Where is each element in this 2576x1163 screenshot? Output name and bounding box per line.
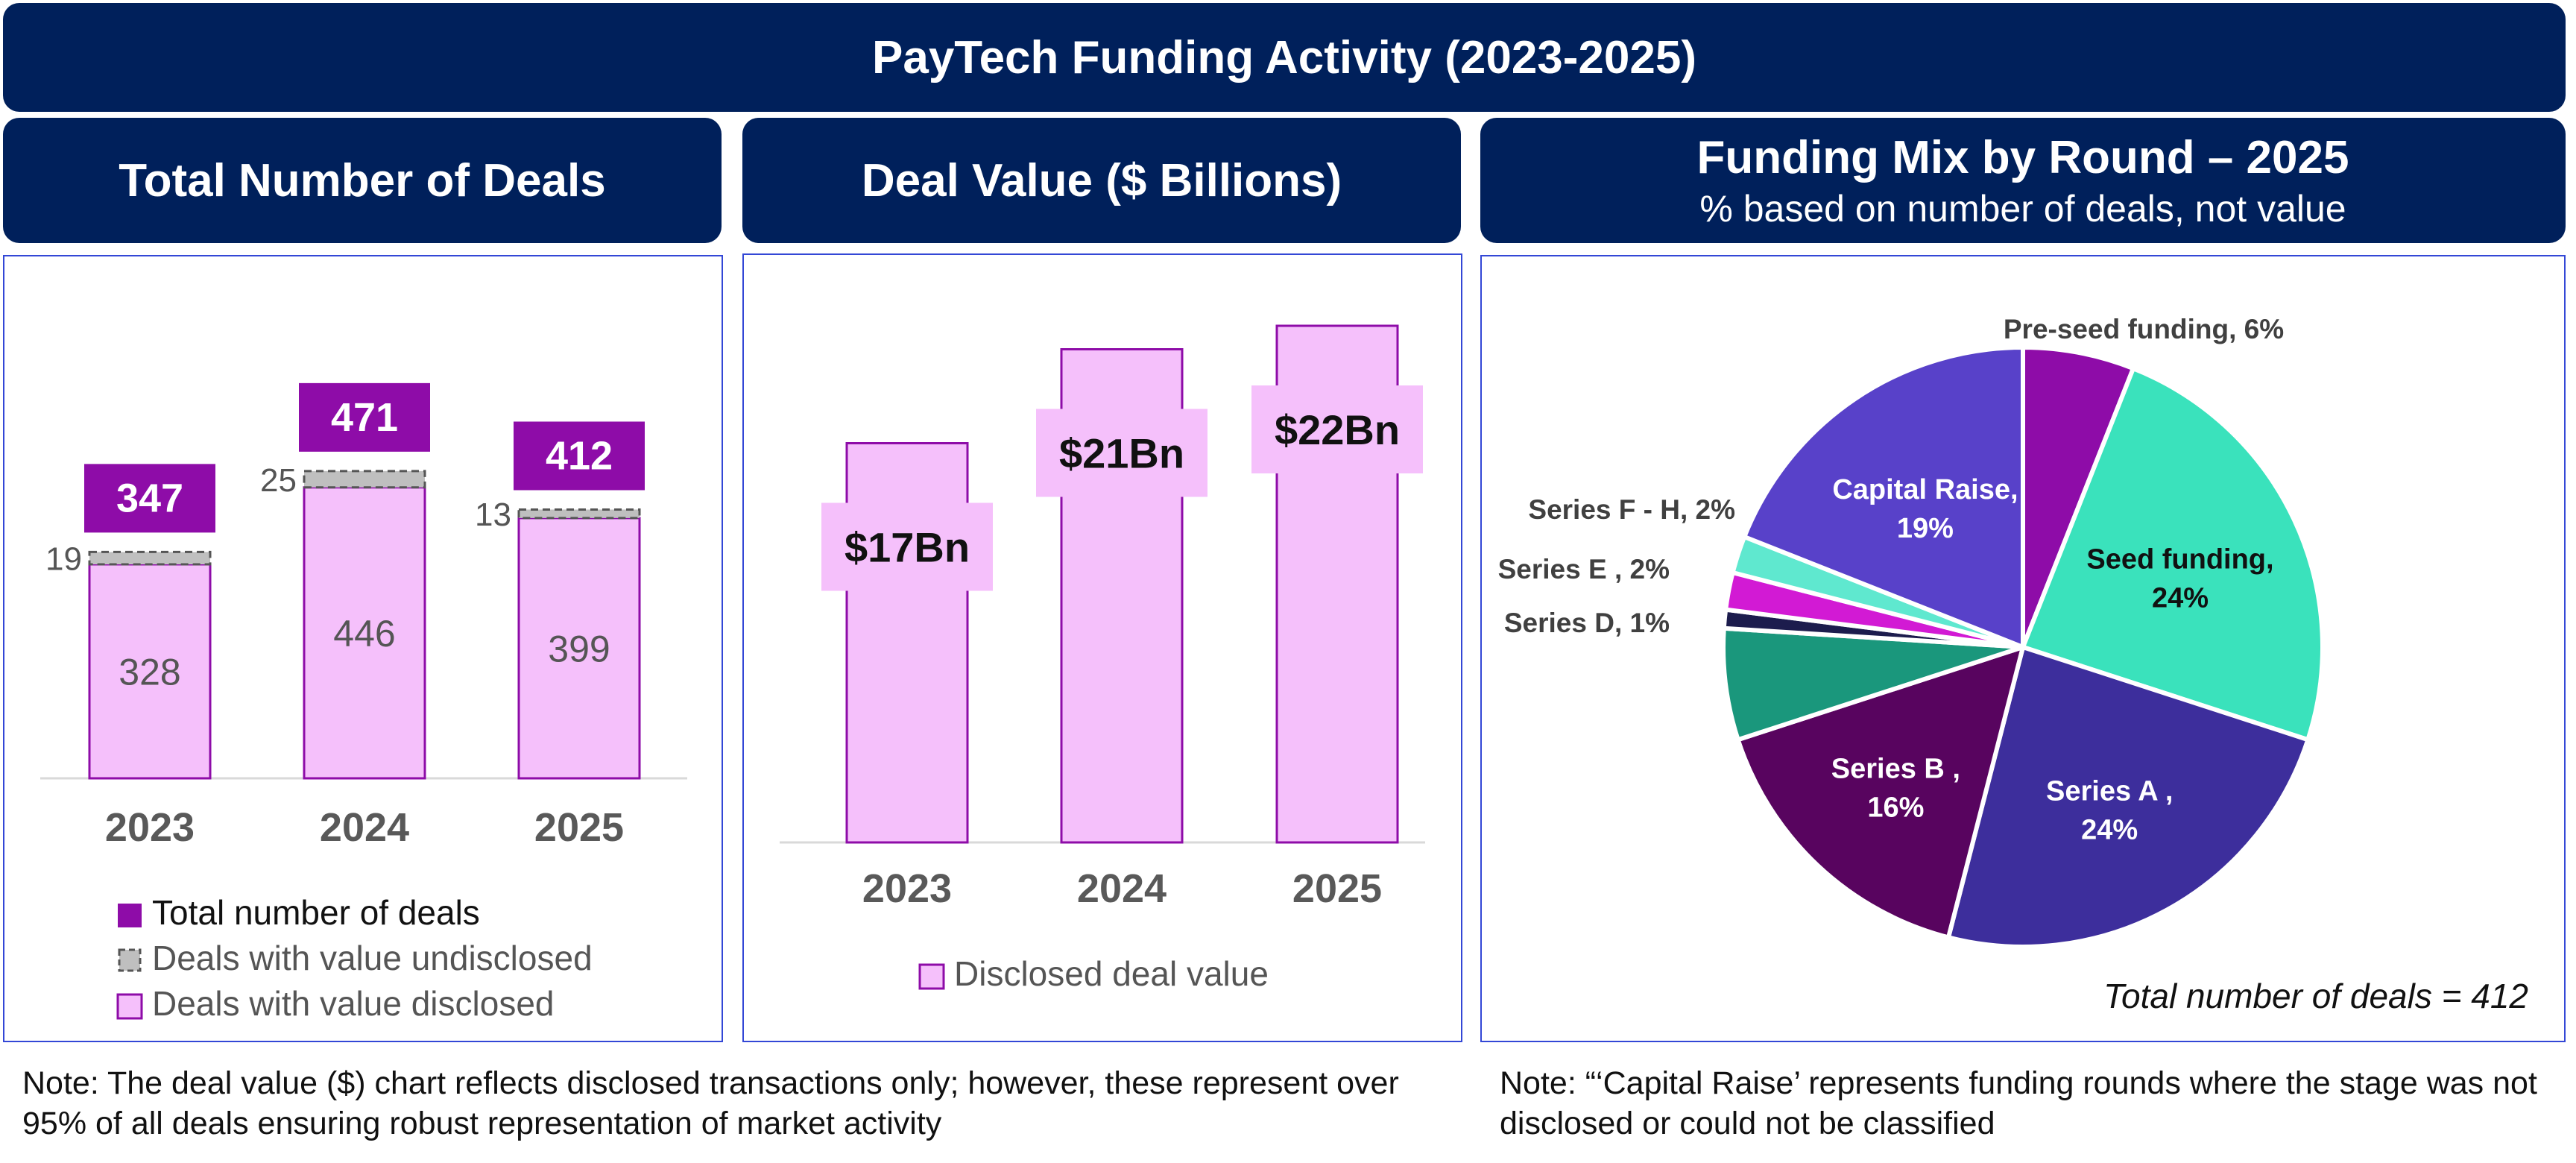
value-label-box-2023: [821, 502, 993, 591]
label-disclosed-2025: 399: [548, 628, 610, 669]
right-footnote: Note: “‘Capital Raise’ represents fundin…: [1500, 1063, 2543, 1144]
pie-label-series-b-line2: 16%: [1867, 792, 1924, 824]
pie-label-series-a-line2: 24%: [2081, 814, 2138, 845]
legend-label-total: Total number of deals: [152, 893, 480, 932]
pie-label-seed-funding-line2: 24%: [2152, 583, 2209, 614]
legend-label-undisclosed: Deals with value undisclosed: [152, 939, 593, 977]
pie-slice-series-b: [1734, 643, 2027, 941]
x-tick-value-2025: 2025: [1292, 866, 1382, 911]
value-panel: $17Bn 2023 $21Bn 2024 $22Bn 2025 Disclosed de…: [742, 253, 1462, 1042]
pie-label-seed-funding-line1: Seed funding,: [2086, 544, 2273, 576]
legend-swatch-undisclosed: [118, 948, 142, 972]
legend-swatch-disclosed: [116, 993, 143, 1020]
deals-header-label: Total Number of Deals: [119, 154, 606, 207]
bar-disclosed-2024: [303, 486, 426, 780]
bar-undisclosed-2023: [88, 550, 212, 566]
legend-label-disclosed-value: Disclosed deal value: [954, 954, 1269, 993]
left-footnote-text: Note: The deal value ($) chart reflects …: [22, 1065, 1399, 1141]
pie-label-series-e: Series E , 2%: [1498, 554, 1670, 584]
mix-header-title: Funding Mix by Round – 2025: [1696, 131, 2349, 183]
value-chart: $17Bn 2023 $21Bn 2024 $22Bn 2025 Disclosed de…: [780, 324, 1425, 993]
x-tick-2024: 2024: [320, 805, 409, 850]
total-box-2023: [84, 464, 215, 533]
label-undisclosed-2023: 19: [45, 541, 82, 578]
value-legend: Disclosed deal value: [918, 954, 1269, 993]
total-box-2025: [514, 421, 645, 491]
pie-label-pre-seed-funding: Pre-seed funding, 6%: [2004, 314, 2284, 344]
left-footnote: Note: The deal value ($) chart reflects …: [22, 1063, 1424, 1144]
value-header: Deal Value ($ Billions): [742, 118, 1461, 243]
value-label-box-2025: [1251, 385, 1423, 473]
legend-swatch-disclosed-value: [918, 963, 945, 990]
bar-disclosed-2025: [517, 517, 641, 780]
bar-undisclosed-2024: [303, 470, 426, 489]
pie-label-series-c: Series C , 6%: [1546, 658, 1719, 689]
pie-slice-capital-raise: [1741, 344, 2025, 651]
pie-label-capital-raise-line1: Capital Raise,: [1832, 474, 2018, 505]
pie-slice-seed-funding: [2020, 365, 2325, 743]
label-total-2025: 412: [546, 434, 613, 479]
pie-slice-series-a: [1945, 644, 2311, 949]
pie-slice-series-c: [1721, 625, 2024, 743]
deals-legend: Total number of deals Deals with value u…: [116, 893, 593, 1023]
pie-label-series-b-line1: Series B ,: [1831, 754, 1960, 785]
deals-header: Total Number of Deals: [3, 118, 722, 243]
legend-label-disclosed: Deals with value disclosed: [152, 984, 555, 1023]
deals-panel: 328 19 347 2023 446 25 471 2024 399 13 412 2025 Tot…: [3, 255, 723, 1042]
mix-panel: Seed funding, 24% Series A , 24% Series B , 1…: [1480, 255, 2566, 1042]
label-total-2024: 471: [331, 395, 398, 440]
label-total-2023: 347: [116, 476, 183, 520]
label-disclosed-2024: 446: [333, 613, 395, 655]
pie-total-note: Total number of deals = 412: [2103, 977, 2528, 1015]
x-tick-2025: 2025: [534, 805, 624, 850]
mix-header-subtitle: % based on number of deals, not value: [1699, 187, 2346, 230]
right-footnote-text: Note: “‘Capital Raise’ represents fundin…: [1500, 1065, 2537, 1141]
pie-label-capital-raise-line2: 19%: [1897, 513, 1954, 544]
total-box-2024: [299, 382, 430, 452]
value-header-label: Deal Value ($ Billions): [861, 154, 1342, 207]
x-tick-2023: 2023: [105, 805, 195, 850]
label-disclosed-2023: 328: [119, 652, 180, 693]
bar-disclosed-2023: [88, 563, 212, 780]
main-title: PayTech Funding Activity (2023-2025): [871, 31, 1696, 83]
label-undisclosed-2025: 13: [475, 497, 511, 533]
pie-label-series-a-line1: Series A ,: [2046, 775, 2173, 807]
pie-label-series-f-h: Series F - H, 2%: [1528, 494, 1735, 525]
pie-label-series-d: Series D, 1%: [1504, 608, 1670, 638]
label-value-2025: $22Bn: [1275, 406, 1400, 453]
label-value-2024: $21Bn: [1059, 430, 1184, 477]
x-tick-value-2023: 2023: [862, 866, 952, 911]
label-undisclosed-2024: 25: [260, 462, 297, 499]
x-tick-value-2024: 2024: [1077, 866, 1167, 911]
main-title-banner: PayTech Funding Activity (2023-2025): [3, 3, 2566, 112]
bar-undisclosed-2025: [517, 508, 641, 520]
value-label-box-2024: [1036, 409, 1208, 497]
mix-header: Funding Mix by Round – 2025 % based on n…: [1480, 118, 2566, 243]
deals-chart: 328 19 347 2023 446 25 471 2024 399 13 412 2025 Tot…: [40, 382, 687, 1023]
mix-chart: Seed funding, 24% Series A , 24% Series B , 1…: [1498, 314, 2528, 1015]
legend-swatch-total: [118, 904, 142, 927]
label-value-2023: $17Bn: [845, 524, 970, 571]
